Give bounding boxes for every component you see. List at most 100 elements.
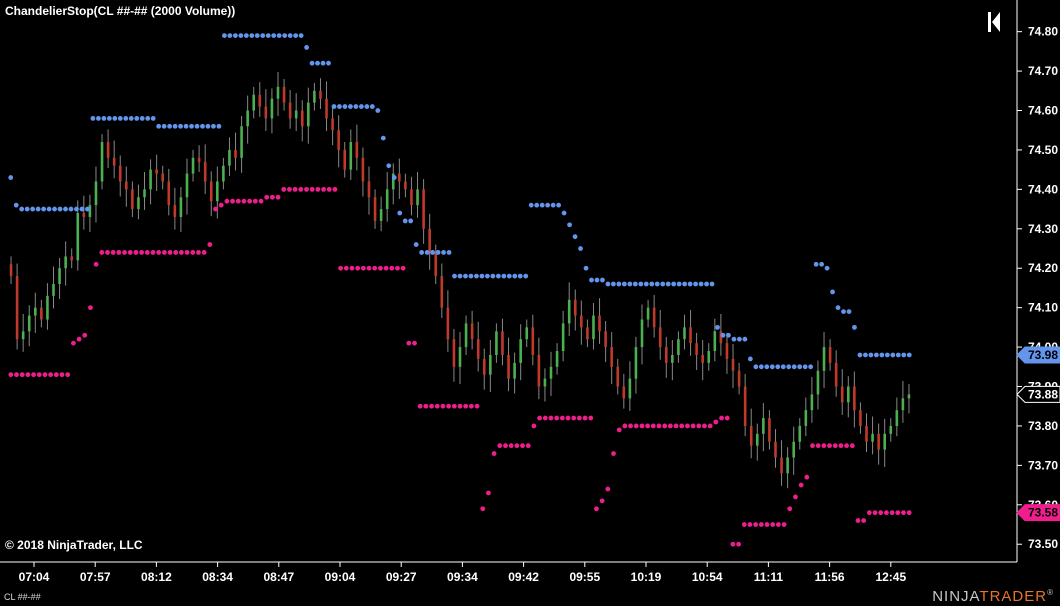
candle (288, 90, 292, 129)
stop-dot (890, 352, 896, 358)
stop-dot (654, 281, 660, 287)
candle (179, 187, 183, 232)
stop-dot (395, 265, 400, 271)
stop-dot (76, 336, 82, 342)
stop-dot (578, 246, 583, 251)
stop-dot (298, 33, 304, 38)
stop-dot (838, 443, 844, 449)
candle (798, 418, 802, 450)
stop-dot (304, 45, 309, 50)
stop-dot (791, 364, 797, 370)
x-tick-label: 09:27 (386, 570, 417, 584)
stop-dot (292, 186, 298, 192)
brand-accent: TRADER (979, 588, 1048, 605)
candle (203, 144, 207, 195)
y-tick-label: 73.50 (1028, 537, 1058, 551)
stop-dot (855, 518, 861, 523)
candle (373, 189, 377, 229)
candle (88, 194, 92, 232)
stop-dot (495, 273, 501, 279)
stop-dot (332, 186, 338, 192)
stop-dot (232, 33, 238, 38)
stop-dot (857, 352, 863, 358)
stop-dot (139, 250, 145, 255)
stop-dot (216, 123, 222, 129)
stop-dot (567, 222, 572, 228)
stop-dot (254, 33, 260, 38)
x-tick-label: 07:04 (19, 570, 50, 584)
stop-dot (389, 265, 395, 271)
candle (355, 124, 359, 171)
stop-dot (616, 281, 622, 287)
stop-dot (190, 250, 196, 255)
last-value-marker: 73.98 (1016, 346, 1060, 364)
candle (859, 402, 862, 434)
x-tick-label: 09:42 (508, 570, 539, 584)
stop-dot (889, 510, 895, 516)
collapse-panel-icon[interactable] (984, 10, 1004, 34)
stop-dot (65, 372, 71, 378)
stop-dot (184, 250, 190, 255)
stop-dot (378, 265, 383, 271)
stop-dot (179, 250, 184, 255)
candle (774, 429, 777, 468)
stop-dot (90, 116, 96, 121)
candle (70, 248, 74, 269)
x-tick-label: 09:55 (569, 570, 600, 584)
stop-dot (682, 281, 688, 287)
chart-title: ChandelierStop(CL ##-## (2000 Volume)) (5, 4, 236, 18)
stop-dot (173, 250, 179, 255)
candle (495, 323, 498, 363)
candle (94, 166, 98, 223)
stop-dot (122, 250, 127, 255)
candle (307, 87, 310, 144)
stop-dot (764, 364, 770, 370)
candle (21, 313, 25, 352)
stop-dot (402, 218, 408, 224)
candle (391, 163, 395, 205)
stop-dot (802, 364, 808, 370)
candle (313, 82, 316, 111)
stop-dot (730, 541, 736, 547)
stop-dot (463, 273, 468, 279)
stop-dot (123, 116, 129, 121)
stop-dot (665, 281, 671, 287)
stop-dot (720, 332, 726, 338)
candle (840, 369, 844, 415)
candle (143, 172, 146, 210)
stop-dot (707, 423, 713, 429)
stop-dot (537, 415, 542, 421)
stop-dot (156, 123, 162, 129)
stop-dot (117, 116, 123, 121)
instrument-label: CL ##-## (4, 592, 41, 602)
stop-dot (338, 265, 344, 271)
stop-dot (841, 309, 846, 314)
candle (15, 263, 19, 350)
candle (604, 321, 607, 363)
stop-dot (315, 186, 321, 192)
stop-dot (150, 250, 156, 255)
stop-dot (127, 250, 133, 255)
candle (519, 324, 522, 381)
candle (573, 289, 577, 331)
stop-dot (413, 242, 419, 247)
stop-dot (503, 443, 508, 449)
stop-dot (846, 309, 852, 314)
stop-dot (884, 352, 890, 358)
candle (804, 397, 808, 437)
stop-dot (364, 104, 370, 109)
stop-dot (213, 206, 218, 212)
stop-dot (207, 242, 213, 247)
candle (343, 142, 347, 178)
candle (325, 81, 328, 132)
stop-dot (737, 336, 742, 342)
stop-dot (276, 33, 282, 38)
stop-dot (852, 324, 857, 330)
stop-dot (321, 186, 326, 192)
candle (404, 173, 407, 198)
candle (294, 93, 298, 132)
stop-dot (873, 352, 879, 358)
stop-dot (497, 443, 503, 449)
stop-dot (565, 415, 571, 421)
